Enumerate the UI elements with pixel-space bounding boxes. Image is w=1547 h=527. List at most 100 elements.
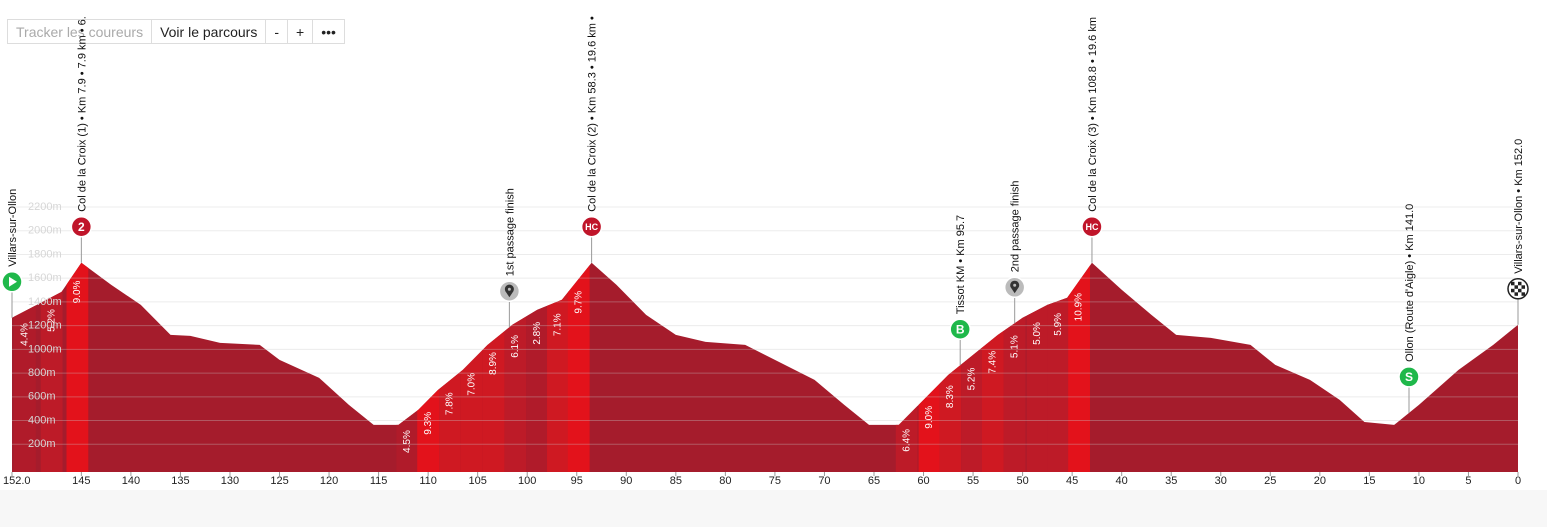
- marker-label: Col de la Croix (2) • Km 58.3 • 19.6 km …: [587, 16, 599, 212]
- y-tick-label: 200m: [28, 438, 56, 450]
- toolbar: Tracker les coureurs Voir le parcours - + ••…: [7, 19, 345, 44]
- finish-check: [1514, 285, 1518, 289]
- x-tick-label: 110: [419, 475, 437, 487]
- gradient-label: 9.7%: [573, 291, 584, 314]
- y-tick-label: 1600m: [28, 272, 62, 284]
- gradient-label: 7.0%: [466, 373, 477, 396]
- x-tick-label: 50: [1016, 475, 1028, 487]
- x-tick-label: 25: [1264, 475, 1276, 487]
- gradient-label: 5.2%: [967, 368, 978, 391]
- badge-text: 2: [78, 220, 85, 234]
- marker-label: Tissot KM • Km 95.7: [955, 215, 967, 314]
- play-icon: [9, 276, 17, 287]
- footer-band: [0, 490, 1547, 527]
- pin-dot: [1013, 283, 1017, 287]
- badge-text: B: [956, 322, 965, 336]
- gradient-segment: [895, 262, 918, 472]
- x-tick-label: 5: [1465, 475, 1471, 487]
- x-tick-label: 145: [72, 475, 90, 487]
- gradient-label: 5.2%: [46, 309, 57, 332]
- gradient-segment: [13, 262, 36, 472]
- gradient-segment: [567, 262, 590, 472]
- sprint-badge: [949, 318, 971, 340]
- finish-check: [1521, 285, 1525, 289]
- y-tick-label: 800m: [28, 367, 56, 379]
- gradient-segment: [547, 262, 569, 472]
- gradient-segment: [1068, 262, 1090, 472]
- gradient-label: 8.9%: [488, 352, 499, 375]
- y-tick-label: 1200m: [28, 320, 62, 332]
- y-tick-label: 2000m: [28, 225, 62, 237]
- x-tick-label: 152.0: [3, 475, 31, 487]
- x-tick-label: 125: [270, 475, 288, 487]
- marker-label: 1st passage finish: [504, 188, 516, 276]
- toolbar-button[interactable]: •••: [312, 19, 345, 44]
- x-tick-label: 75: [769, 475, 781, 487]
- gradient-label: 2.8%: [532, 322, 543, 345]
- gradient-label: 4.4%: [20, 323, 31, 346]
- elevation-area: [12, 262, 1518, 472]
- climb-badge: [1081, 216, 1103, 238]
- toolbar-button[interactable]: -: [265, 19, 289, 44]
- x-tick-label: 95: [571, 475, 583, 487]
- finish-check: [1514, 292, 1518, 296]
- x-tick-label: 135: [171, 475, 189, 487]
- x-tick-label: 140: [122, 475, 140, 487]
- gradient-segment: [1026, 262, 1049, 472]
- gradient-segment: [1047, 262, 1070, 472]
- gradient-label: 6.4%: [901, 429, 912, 452]
- y-tick-label: 400m: [28, 414, 56, 426]
- pin-dot: [507, 287, 511, 291]
- climb-badge: [580, 216, 603, 238]
- gradient-segment: [396, 262, 419, 472]
- pin-icon: [504, 284, 514, 298]
- toolbar-button[interactable]: Tracker les coureurs: [7, 19, 153, 44]
- gradient-label: 5.0%: [1032, 322, 1043, 345]
- gradient-segment: [482, 262, 505, 472]
- finish-check: [1518, 288, 1522, 293]
- gradient-segment: [526, 262, 549, 472]
- pin-icon: [1010, 280, 1020, 294]
- marker-label: Col de la Croix (3) • Km 108.8 • 19.6 km: [1087, 17, 1099, 212]
- sprint-badge: [1398, 366, 1420, 388]
- finish-check: [1511, 281, 1515, 286]
- x-tick-label: 45: [1066, 475, 1078, 487]
- x-tick-label: 0: [1515, 475, 1521, 487]
- marker-label: Col de la Croix (1) • Km 7.9 • 7.9 km • …: [76, 16, 88, 212]
- gradient-label: 8.3%: [945, 385, 956, 408]
- gradient-label: 9.0%: [924, 406, 935, 429]
- climb-badge: [70, 216, 93, 238]
- x-tick-label: 90: [620, 475, 632, 487]
- gradient-segment: [460, 262, 483, 472]
- finish-check: [1511, 288, 1515, 293]
- x-tick-label: 80: [719, 475, 731, 487]
- x-tick-label: 30: [1215, 475, 1227, 487]
- x-tick-label: 65: [868, 475, 880, 487]
- x-tick-label: 20: [1314, 475, 1326, 487]
- x-tick-label: 115: [370, 475, 388, 487]
- gradient-label: 7.4%: [988, 351, 999, 374]
- marker-label: Villars-sur-Ollon: [7, 189, 19, 267]
- finish-check: [1521, 292, 1525, 296]
- gradient-label: 4.5%: [402, 430, 413, 453]
- badge-text: HC: [1085, 222, 1098, 232]
- x-tick-label: 70: [818, 475, 830, 487]
- x-tick-label: 130: [221, 475, 239, 487]
- x-tick-label: 55: [967, 475, 979, 487]
- gradient-segment: [981, 262, 1004, 472]
- x-tick-label: 105: [468, 475, 486, 487]
- gradient-segment: [439, 262, 461, 472]
- y-tick-label: 1800m: [28, 248, 62, 260]
- x-tick-label: 85: [670, 475, 682, 487]
- gradient-label: 7.8%: [445, 392, 456, 415]
- gradient-label: 10.9%: [1074, 293, 1085, 321]
- marker-label: Villars-sur-Ollon • Km 152.0: [1513, 139, 1525, 274]
- marker-label: 2nd passage finish: [1010, 181, 1022, 273]
- badge-text: S: [1405, 370, 1413, 384]
- gradient-label: 5.1%: [1009, 335, 1020, 358]
- gradient-label: 9.0%: [72, 280, 83, 303]
- marker-label: Ollon (Route d'Aigle) • Km 141.0: [1404, 204, 1416, 362]
- y-tick-label: 2200m: [28, 201, 62, 213]
